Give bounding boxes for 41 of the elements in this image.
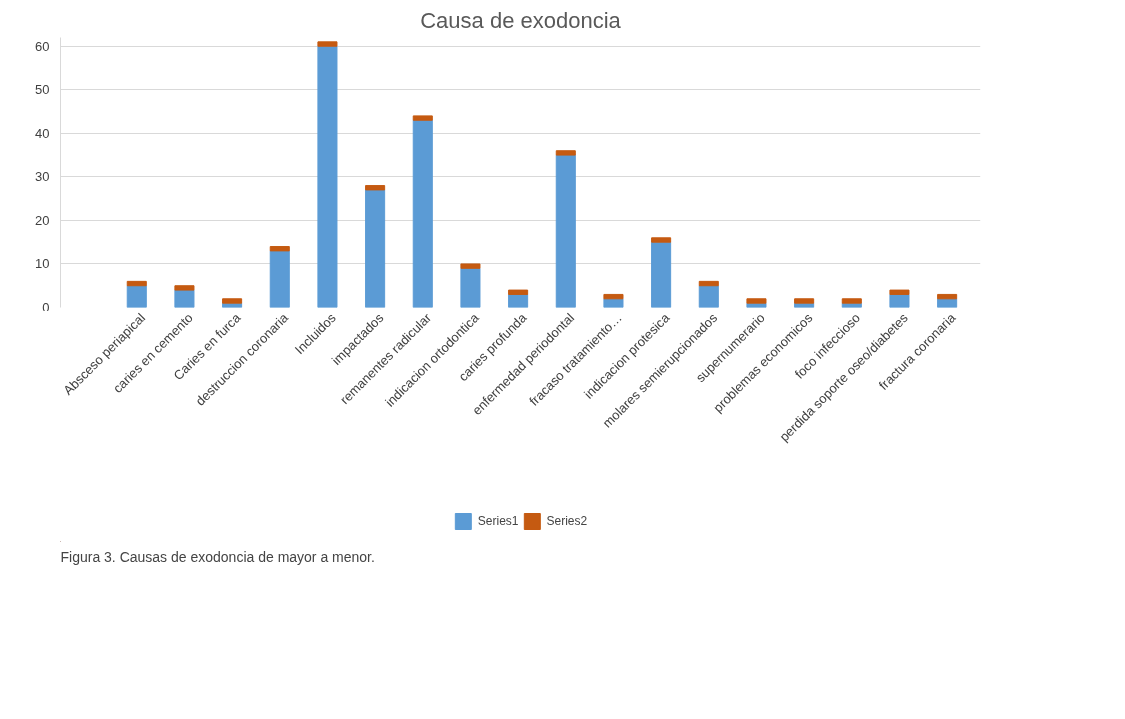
bar	[365, 189, 386, 308]
bar	[174, 289, 195, 308]
bar	[508, 289, 529, 295]
y-tick-label: 40	[35, 125, 50, 141]
bar	[603, 298, 624, 308]
y-tick-label: 60	[35, 38, 50, 54]
y-tick-label: 30	[35, 169, 50, 185]
text: Figura 3. Causas de exodoncia de mayor a menor.	[60, 548, 375, 565]
bar	[412, 115, 433, 121]
bar	[222, 298, 243, 304]
bar	[841, 298, 862, 304]
bar	[746, 298, 767, 304]
bar	[126, 280, 147, 287]
bar	[365, 185, 386, 191]
bar	[794, 298, 815, 304]
bar	[937, 293, 958, 300]
chart-title: Causa de exodoncia	[420, 7, 622, 33]
bar	[698, 280, 719, 287]
bar	[269, 246, 290, 252]
bar	[317, 45, 338, 308]
bar	[889, 289, 910, 295]
bar	[460, 263, 481, 269]
bar	[317, 41, 338, 47]
y-tick-label: 0	[42, 299, 50, 315]
legend-label: Series2	[546, 514, 588, 528]
bar	[889, 293, 910, 308]
y-tick-label: 50	[35, 82, 50, 98]
bar	[651, 241, 672, 308]
bar	[174, 285, 195, 291]
bar	[651, 237, 672, 243]
bar	[555, 150, 576, 156]
y-tick-label: 20	[35, 212, 50, 228]
y-tick-label: 10	[35, 256, 50, 272]
bar	[555, 154, 576, 308]
bar	[698, 285, 719, 308]
legend-label: Series1	[477, 514, 519, 528]
bar	[412, 119, 433, 308]
bar	[126, 285, 147, 308]
bar	[603, 293, 624, 300]
bar	[460, 267, 481, 308]
bar	[269, 250, 290, 308]
